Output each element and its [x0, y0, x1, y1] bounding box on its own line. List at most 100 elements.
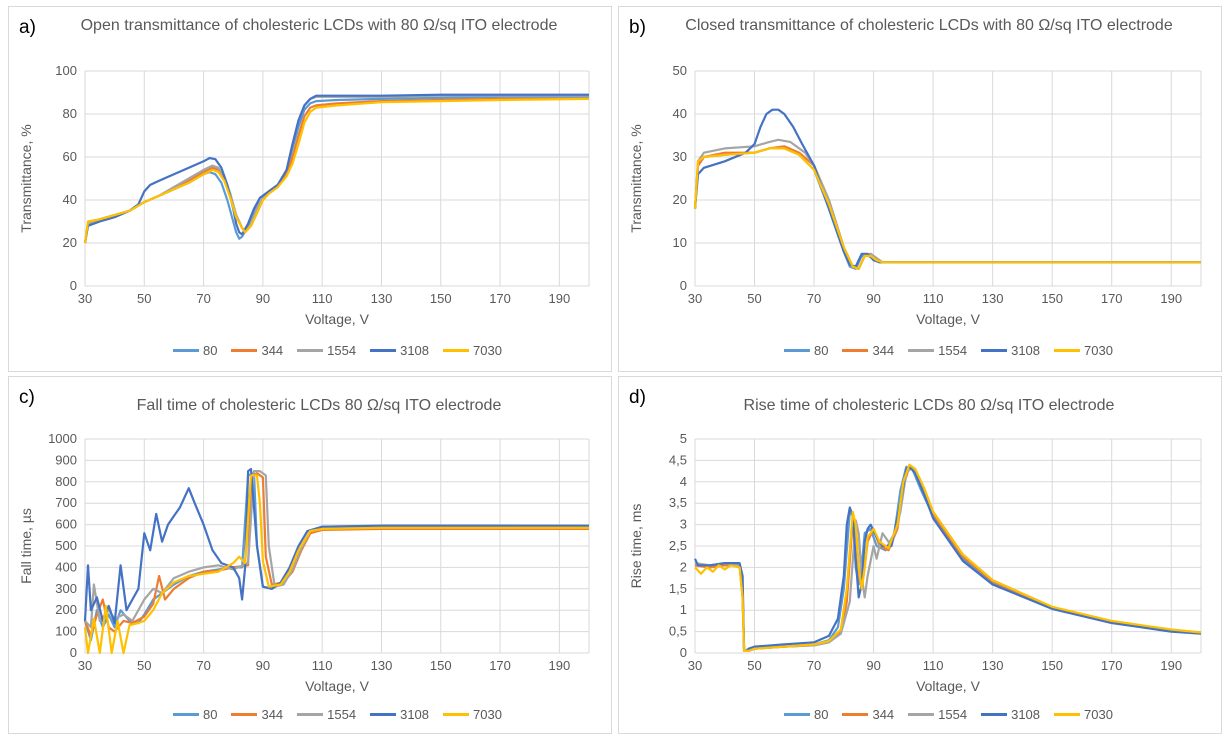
- legend-swatch: [231, 713, 258, 716]
- chart-legend: 80 344 1554 3108 7030: [784, 343, 1113, 358]
- legend-item: 3108: [981, 707, 1040, 722]
- series-line-7030: [83, 474, 589, 655]
- x-tick-label: 150: [430, 291, 452, 306]
- legend-label: 80: [814, 343, 829, 358]
- y-tick-label: 60: [63, 149, 77, 164]
- y-tick-label: 0,5: [669, 624, 687, 639]
- y-tick-label: 3: [680, 517, 687, 532]
- legend-label: 1554: [327, 343, 357, 358]
- legend-item: 7030: [1054, 343, 1113, 358]
- chart-title: Fall time of cholesteric LCDs 80 Ω/sq IT…: [136, 397, 502, 414]
- y-tick-label: 500: [55, 538, 77, 553]
- series-line-7030: [694, 463, 1202, 652]
- legend-item: 7030: [443, 707, 502, 722]
- legend-label: 7030: [1084, 343, 1113, 358]
- chart-title: Closed transmittance of cholesteric LCDs…: [685, 17, 1173, 34]
- legend-swatch: [784, 713, 810, 716]
- legend-swatch: [370, 349, 397, 352]
- x-tick-label: 110: [312, 658, 333, 673]
- y-tick-label: 2: [680, 559, 687, 574]
- legend-swatch: [297, 349, 324, 352]
- legend-swatch: [842, 713, 869, 716]
- series-line-344: [83, 472, 589, 637]
- legend-label: 1554: [938, 707, 968, 722]
- x-tick-label: 110: [312, 291, 333, 306]
- y-tick-label: 80: [63, 106, 77, 121]
- legend-item: 344: [842, 707, 894, 722]
- chart-panel-d: d) Rise time of cholesteric LCDs 80 Ω/sq …: [618, 376, 1222, 734]
- legend-swatch: [908, 349, 935, 352]
- legend-item: 344: [231, 707, 283, 722]
- y-tick-label: 1000: [48, 431, 77, 446]
- x-tick-label: 70: [807, 658, 821, 673]
- y-axis-title: Fall time, µs: [18, 508, 34, 584]
- legend-label: 3108: [1011, 707, 1041, 722]
- legend-item: 80: [784, 707, 828, 722]
- x-tick-label: 90: [866, 658, 880, 673]
- x-tick-label: 130: [371, 658, 393, 673]
- legend-item: 80: [784, 343, 828, 358]
- legend-label: 7030: [473, 707, 502, 722]
- legend-item: 3108: [370, 343, 429, 358]
- legend-swatch: [443, 713, 470, 716]
- y-tick-label: 40: [673, 106, 687, 121]
- y-tick-label: 100: [55, 63, 77, 78]
- x-axis-title: Voltage, V: [916, 311, 980, 327]
- x-tick-label: 150: [430, 658, 452, 673]
- series-line-80: [83, 95, 589, 244]
- legend-swatch: [981, 713, 1008, 716]
- y-tick-label: 300: [55, 581, 77, 596]
- series-line-3108: [83, 93, 589, 244]
- chart-panel-a: a) Open transmittance of cholesteric LCDs…: [8, 6, 612, 372]
- series-line-1554: [83, 94, 589, 244]
- y-tick-label: 700: [55, 495, 77, 510]
- y-tick-label: 100: [55, 624, 77, 639]
- y-tick-label: 50: [673, 63, 687, 78]
- chart-title: Rise time of cholesteric LCDs 80 Ω/sq IT…: [743, 397, 1115, 414]
- x-tick-label: 130: [982, 658, 1004, 673]
- legend-item: 80: [173, 707, 217, 722]
- series-line-1554: [84, 470, 590, 629]
- x-tick-label: 90: [866, 291, 880, 306]
- y-tick-label: 10: [673, 235, 687, 250]
- legend-swatch: [1054, 349, 1081, 352]
- x-tick-label: 30: [78, 291, 92, 306]
- x-tick-label: 130: [982, 291, 1004, 306]
- chart-title: Open transmittance of cholesteric LCDs w…: [80, 17, 558, 34]
- chart-svg: 0 100 200 300 400 500 600 700 800 900 1000 30 50 70 90…: [18, 431, 590, 694]
- legend-label: 80: [203, 707, 218, 722]
- y-tick-label: 20: [63, 235, 77, 250]
- legend-swatch: [370, 713, 397, 716]
- legend-swatch: [981, 349, 1008, 352]
- chart-legend: 80 344 1554 3108 7030: [784, 707, 1113, 722]
- x-tick-label: 50: [137, 291, 151, 306]
- chart-legend: 80 344 1554 3108 7030: [173, 343, 502, 358]
- y-tick-label: 1: [680, 602, 687, 617]
- chart-svg: 0 20 40 60 80 100 30 50 70 90 110 130 150 170 190 Volta…: [18, 63, 590, 327]
- panel-label: b): [629, 17, 646, 38]
- y-tick-label: 2,5: [669, 538, 687, 553]
- y-tick-label: 0: [680, 278, 687, 293]
- x-tick-label: 190: [549, 291, 571, 306]
- x-tick-label: 50: [747, 291, 761, 306]
- chart-panel-b: b) Closed transmittance of cholesteric LC…: [618, 6, 1222, 372]
- legend-label: 344: [261, 707, 284, 722]
- legend-item: 7030: [443, 343, 502, 358]
- legend-swatch: [908, 713, 935, 716]
- x-axis-title: Voltage, V: [916, 678, 980, 694]
- x-tick-label: 30: [688, 658, 702, 673]
- y-tick-label: 0: [70, 278, 77, 293]
- legend-label: 7030: [1084, 707, 1113, 722]
- legend-swatch: [231, 349, 258, 352]
- legend-item: 344: [231, 343, 283, 358]
- legend-item: 80: [173, 343, 217, 358]
- y-axis-title: Rise time, ms: [628, 504, 644, 589]
- legend-label: 3108: [400, 343, 430, 358]
- panel-label: c): [19, 387, 35, 408]
- y-axis-title: Transmittance, %: [628, 124, 644, 232]
- y-tick-label: 0: [70, 645, 77, 660]
- y-tick-label: 20: [673, 192, 687, 207]
- chart-svg: 0 0,5 1 1,5 2 2,5 3 3,5 4 4,5 5 30 50 70 90 110 130 150 17…: [628, 431, 1202, 694]
- x-tick-label: 70: [196, 291, 210, 306]
- x-tick-label: 90: [256, 291, 270, 306]
